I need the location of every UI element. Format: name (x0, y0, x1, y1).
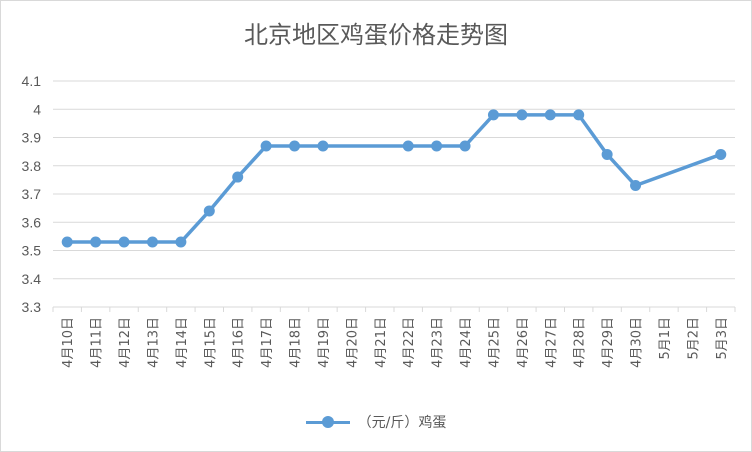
data-point (573, 109, 585, 121)
series-line-segment (605, 152, 638, 188)
data-point (232, 171, 244, 183)
x-tick-label: 4月20日 (345, 317, 360, 368)
legend-label: （元/斤）鸡蛋 (357, 415, 447, 431)
x-tick-label: 4月14日 (175, 317, 190, 368)
x-tick-label: 4月22日 (402, 317, 417, 368)
data-point (459, 140, 471, 152)
data-point (61, 236, 73, 248)
x-tick-label: 5月2日 (686, 317, 701, 360)
y-tick-label: 3.7 (22, 186, 42, 202)
data-point (402, 140, 414, 152)
series-line-segment (235, 144, 268, 179)
data-point (317, 140, 329, 152)
data-point (516, 109, 528, 121)
x-tick-label: 4月13日 (146, 317, 161, 368)
x-tick-label: 4月26日 (516, 317, 531, 368)
x-tick-label: 4月11日 (90, 317, 105, 368)
series-line-segment (633, 152, 723, 188)
x-tick-label: 4月29日 (601, 317, 616, 368)
x-tick-label: 4月28日 (573, 317, 588, 368)
data-point (431, 140, 443, 152)
data-point (544, 109, 556, 121)
x-tick-label: 4月12日 (118, 317, 133, 368)
x-tick-label: 4月19日 (317, 317, 332, 368)
y-tick-label: 3.5 (22, 243, 42, 259)
x-tick-label: 4月30日 (630, 317, 645, 368)
data-point (715, 148, 727, 160)
data-point (90, 236, 102, 248)
y-tick-label: 3.8 (22, 158, 42, 174)
x-tick-label: 4月24日 (459, 317, 474, 368)
series-line-segment (179, 209, 212, 244)
x-tick-label: 4月15日 (203, 317, 218, 368)
y-tick-label: 3.6 (22, 214, 42, 230)
series-line-segment (576, 113, 609, 157)
data-point (289, 140, 301, 152)
chart-title: 北京地区鸡蛋价格走势图 (244, 21, 508, 49)
y-tick-label: 3.3 (22, 299, 42, 315)
x-tick-label: 4月16日 (232, 317, 247, 368)
x-tick-label: 4月17日 (260, 317, 275, 368)
x-tick-label: 4月18日 (289, 317, 304, 368)
x-tick-label: 4月27日 (544, 317, 559, 368)
x-tick-label: 4月21日 (374, 317, 389, 368)
series-line-segment (463, 113, 496, 148)
data-point (260, 140, 272, 152)
data-point (487, 109, 499, 121)
y-tick-label: 4.1 (22, 73, 42, 89)
data-point (118, 236, 130, 248)
x-tick-label: 4月25日 (487, 317, 502, 368)
y-tick-label: 3.4 (22, 271, 42, 287)
data-point (630, 180, 642, 192)
data-point (175, 236, 187, 248)
x-tick-label: 4月10日 (61, 317, 76, 368)
data-point (146, 236, 158, 248)
data-point (601, 148, 613, 160)
y-tick-label: 4 (33, 101, 41, 117)
y-tick-label: 3.9 (22, 130, 42, 146)
x-tick-label: 5月3日 (715, 317, 730, 360)
legend-marker (305, 416, 350, 428)
x-tick-label: 5月1日 (658, 317, 673, 360)
x-tick-label: 4月23日 (431, 317, 446, 368)
data-point (203, 205, 215, 217)
legend: （元/斤）鸡蛋 (1, 411, 751, 433)
series-line-segment (207, 175, 240, 213)
